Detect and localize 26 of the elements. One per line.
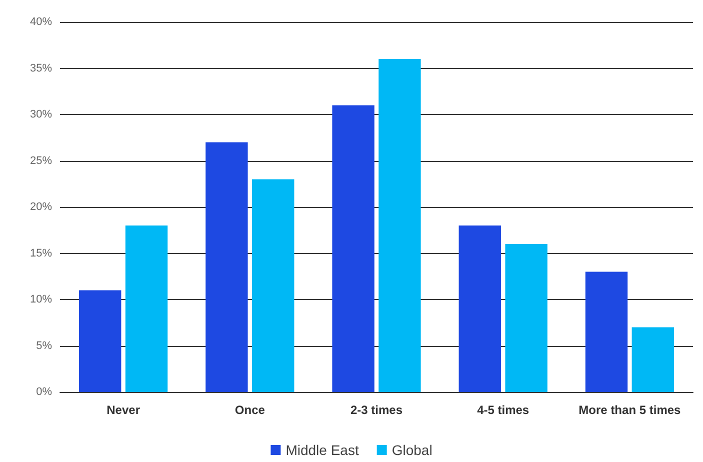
bar bbox=[458, 226, 501, 392]
x-tick-label: Once bbox=[234, 403, 266, 417]
y-tick-label: 40% bbox=[30, 16, 52, 28]
bar bbox=[505, 244, 548, 392]
x-tick-label: 4-5 times bbox=[477, 403, 530, 417]
y-tick-label: 25% bbox=[30, 154, 52, 167]
bar bbox=[125, 226, 168, 392]
x-tick-label: 2-3 times bbox=[350, 403, 403, 417]
legend-label: Middle East bbox=[286, 442, 359, 458]
legend-label: Global bbox=[392, 442, 432, 458]
bar bbox=[78, 290, 122, 392]
bar bbox=[252, 179, 294, 392]
bar bbox=[206, 142, 248, 392]
y-tick-label: 0% bbox=[36, 386, 52, 398]
y-tick-label: 35% bbox=[30, 62, 52, 74]
bar bbox=[378, 59, 421, 392]
bar bbox=[632, 327, 674, 392]
y-tick-label: 5% bbox=[36, 340, 52, 352]
bar bbox=[332, 105, 374, 392]
y-tick-label: 30% bbox=[30, 108, 52, 120]
y-tick-label: 10% bbox=[30, 294, 52, 306]
y-tick-label: 20% bbox=[30, 201, 52, 213]
x-tick-label: More than 5 times bbox=[578, 403, 682, 417]
bar bbox=[585, 272, 628, 392]
y-tick-label: 15% bbox=[30, 247, 52, 260]
x-tick-label: Never bbox=[106, 403, 140, 417]
